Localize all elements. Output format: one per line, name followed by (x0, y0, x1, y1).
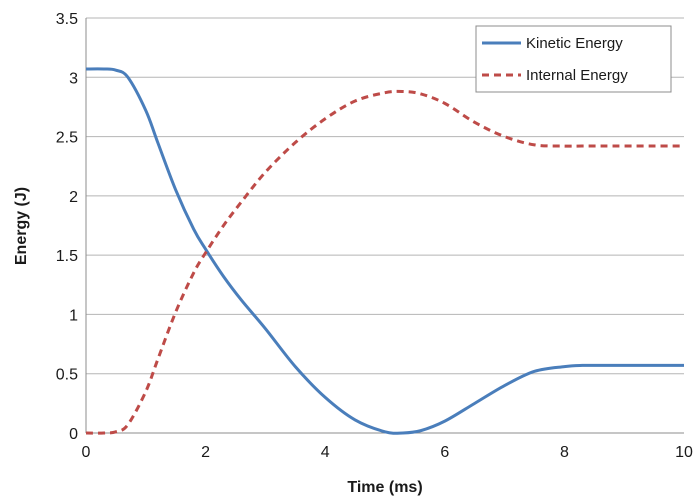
x-tick-label: 6 (440, 444, 449, 461)
y-tick-label: 2 (69, 189, 78, 206)
series-line-kinetic-energy (85, 67, 684, 435)
x-tick-label: 8 (560, 444, 569, 461)
y-tick-labels: 0 0.5 1 1.5 2 2.5 3 3.5 (56, 11, 78, 443)
legend-label-internal-energy: Internal Energy (526, 67, 628, 84)
series-line-internal-energy (85, 89, 684, 435)
y-axis-title: Energy (J) (13, 187, 30, 265)
x-tick-label: 0 (82, 444, 91, 461)
legend-label-kinetic-energy: Kinetic Energy (526, 35, 623, 52)
y-tick-label: 1.5 (56, 248, 78, 265)
series (85, 67, 684, 435)
y-tick-label: 3 (69, 70, 78, 87)
x-tick-label: 10 (675, 444, 693, 461)
y-tick-label: 2.5 (56, 130, 78, 147)
y-tick-label: 0 (69, 426, 78, 443)
legend: Kinetic Energy Internal Energy (475, 25, 672, 93)
x-tick-label: 4 (321, 444, 330, 461)
x-tick-labels: 0 2 4 6 8 10 (82, 444, 693, 461)
grid (86, 17, 684, 375)
legend-box (475, 25, 672, 93)
y-tick-label: 1 (69, 307, 78, 324)
x-tick-label: 2 (201, 444, 210, 461)
x-axis-title: Time (ms) (347, 479, 422, 496)
y-tick-label: 3.5 (56, 11, 78, 28)
y-tick-label: 0.5 (56, 367, 78, 384)
